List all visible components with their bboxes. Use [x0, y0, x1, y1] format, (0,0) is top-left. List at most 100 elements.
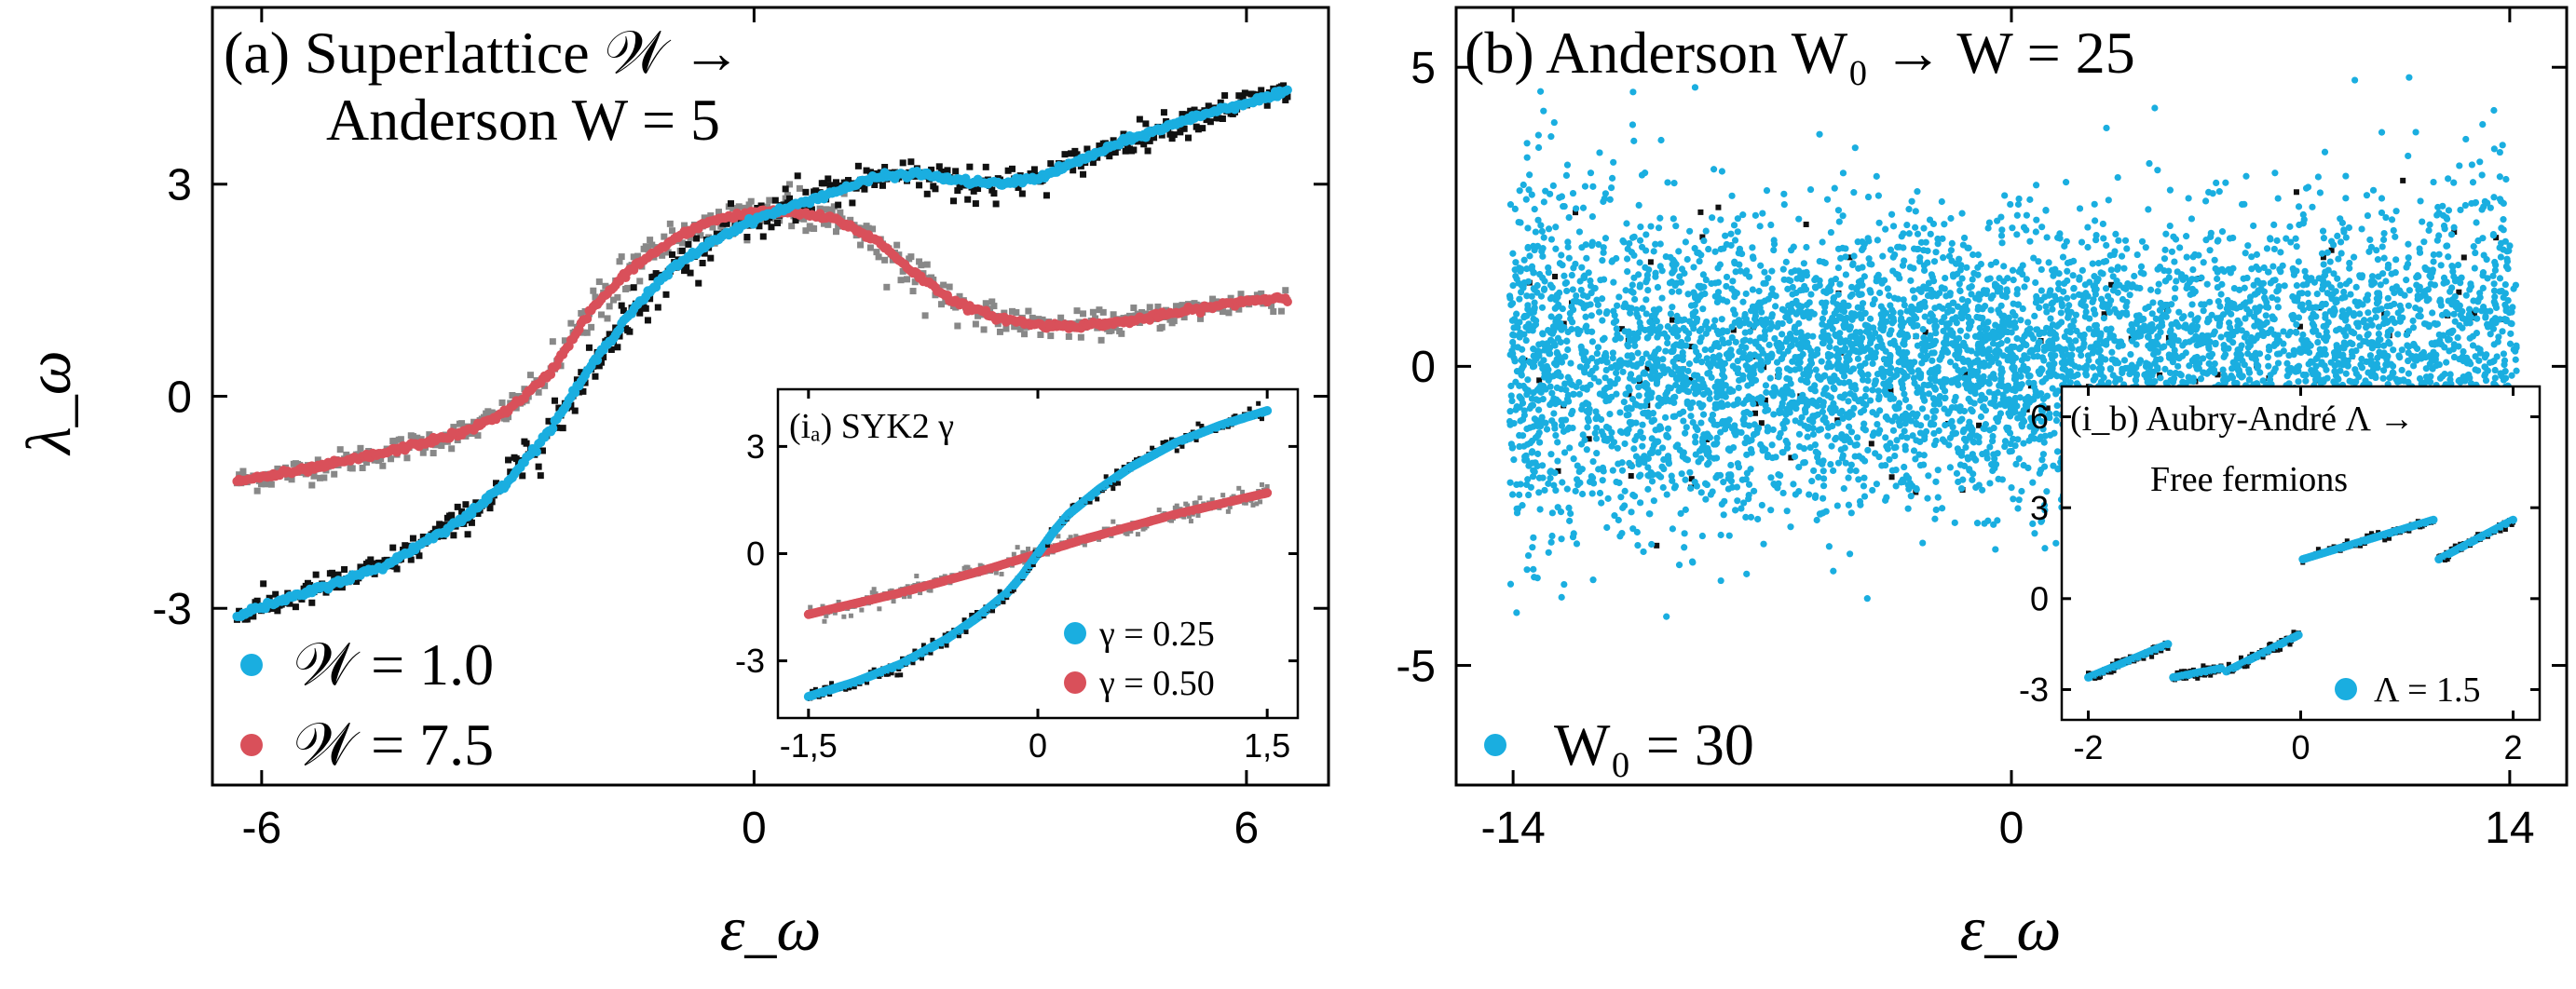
panel-b-point [1629, 121, 1637, 129]
panel-a-point-gray [579, 329, 587, 336]
panel-b-point [2335, 255, 2342, 263]
inset-ia-point-red [1262, 488, 1273, 498]
panel-a-point-gray [1237, 291, 1245, 298]
panel-a-point-gray [1258, 290, 1265, 297]
panel-a-point-black [409, 535, 416, 542]
panel-a-point-black [1089, 159, 1097, 167]
panel-b-point [2429, 309, 2436, 317]
panel-a-point-black [312, 571, 320, 578]
panel-b-point [1905, 230, 1913, 237]
panel-b-point [1639, 421, 1646, 428]
panel-a-point-black [266, 594, 273, 602]
panel-a-point-gray [1154, 303, 1162, 310]
panel-a-point-gray [899, 267, 906, 275]
panel-a-point-blue [548, 424, 558, 434]
panel-a-point-gray [1282, 287, 1289, 294]
panel-a-point-blue [531, 447, 541, 457]
panel-b-point [2366, 236, 2374, 244]
panel-a-point-gray [1166, 316, 1174, 323]
panel-b-point [1823, 196, 1832, 203]
panel-a-legend: 𝒲 = 1.0 𝒲 = 7.5 [240, 631, 494, 778]
panel-b-point [1616, 427, 1625, 435]
panel-a-point-black [845, 177, 852, 184]
panel-b-point [1686, 468, 1694, 476]
panel-a-point-gray [648, 241, 656, 249]
panel-a-point-gray [357, 444, 364, 452]
panel-a-point-gray [610, 296, 618, 304]
panel-b-point [1727, 461, 1735, 469]
panel-a-point-gray [1172, 303, 1179, 310]
panel-b-point [1795, 430, 1804, 438]
panel-b-point [1595, 240, 1602, 249]
panel-a-point-black [794, 172, 801, 180]
panel-a-point-gray [866, 244, 874, 251]
inset-ia-point-gray [1026, 546, 1031, 551]
panel-a-point-black [792, 217, 799, 224]
panel-b-point [2422, 365, 2430, 373]
panel-b-point [1678, 470, 1685, 478]
panel-a-point-red [582, 314, 593, 324]
panel-a-point-black [695, 279, 702, 287]
panel-a-point-gray [514, 393, 522, 400]
panel-a-point-gray [904, 276, 911, 283]
panel-a-point-black [468, 519, 475, 526]
panel-b-point-black [2293, 189, 2299, 196]
panel-a-point-gray [588, 323, 595, 331]
panel-a-point-gray [669, 227, 676, 235]
panel-a-point-black [333, 584, 340, 591]
panel-a-point-black [308, 599, 316, 606]
panel-b-point [2398, 346, 2406, 354]
panel-a-point-gray [666, 220, 674, 227]
panel-a-point-black [820, 180, 827, 187]
inset-ia-point-gray [877, 606, 882, 612]
panel-b-point [2103, 124, 2110, 132]
panel-a-point-gray [784, 192, 791, 199]
panel-a-point-black [1215, 115, 1222, 122]
panel-a-point-black [1206, 118, 1214, 126]
inset-ia-point-gray [914, 574, 920, 579]
panel-a-point-black [782, 185, 789, 193]
panel-b-point [2378, 129, 2386, 136]
panel-b-point [1688, 558, 1697, 565]
panel-a-point-gray [719, 225, 727, 233]
inset-ia-legend-marker-025 [1064, 622, 1086, 644]
panel-a-point-black [786, 195, 794, 202]
panel-a-point-black [253, 597, 261, 604]
panel-b-point [2445, 207, 2453, 214]
panel-a-point-black [1241, 89, 1248, 97]
panel-b-point [1835, 218, 1843, 225]
panel-b-point [2168, 248, 2176, 255]
panel-b-point [1506, 479, 1514, 486]
panel-b-point [1957, 485, 1966, 493]
panel-a-point-gray [816, 205, 824, 212]
panel-b-point [2217, 333, 2225, 341]
panel-a-point-gray [1209, 295, 1217, 303]
panel-b-point [2416, 249, 2424, 256]
panel-a-point-gray [875, 253, 882, 261]
panel-a-point-black [537, 472, 544, 480]
panel-a-point-gray [883, 283, 891, 291]
panel-b-point [1882, 434, 1889, 441]
panel-a-point-black [519, 472, 526, 480]
panel-a-point-gray [893, 241, 901, 249]
panel-b-point [1818, 358, 1825, 365]
panel-a-point-black [1203, 116, 1210, 124]
panel-b-point [1859, 454, 1866, 463]
inset-ia-point-gray [1195, 512, 1201, 518]
panel-a-point-gray [595, 278, 603, 286]
panel-b-point [2120, 357, 2129, 364]
panel-a-point-black [642, 305, 649, 312]
panel-a-point-gray [578, 309, 585, 317]
panel-a-point-black [331, 572, 338, 579]
panel-b-point [1910, 447, 1918, 454]
panel-a-point-gray [602, 282, 609, 290]
panel-a-point-gray [835, 223, 842, 230]
panel-a-point-red [1282, 296, 1292, 306]
panel-a-point-black [630, 284, 637, 291]
inset-ia-point-gray [1015, 545, 1020, 550]
panel-b-point [1601, 235, 1610, 242]
panel-a-point-gray [697, 232, 704, 239]
panel-b-point [2029, 479, 2037, 486]
y-tick-label: 0 [167, 373, 192, 422]
panel-b-point-black [2460, 254, 2467, 261]
